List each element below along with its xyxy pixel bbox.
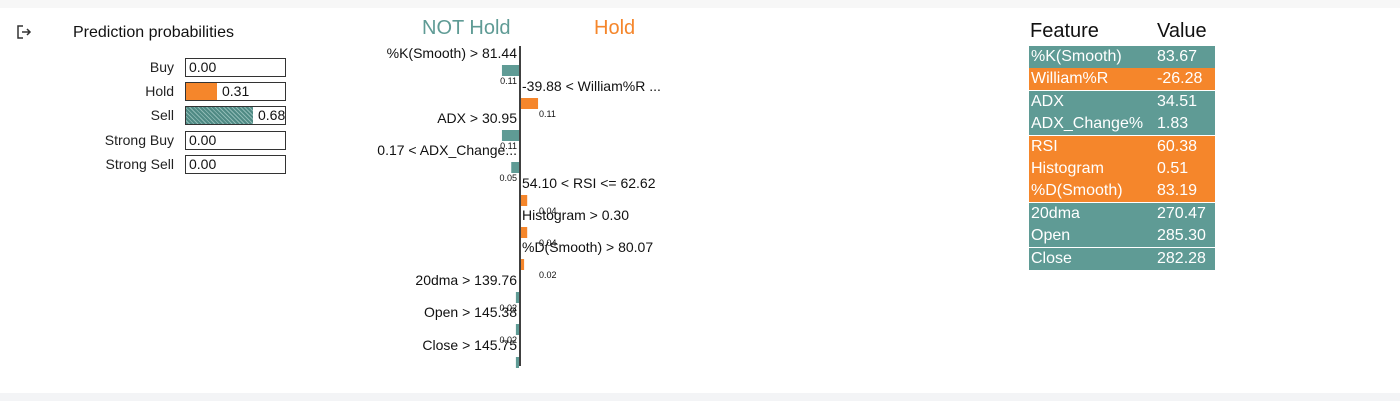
feature-row: Close 282.28 [1029,247,1215,270]
explanation-bar-label: -39.88 < William%R ... [522,78,661,94]
explanation-bar-label: Open > 145.38 [424,304,517,320]
explanation-bar [521,98,539,109]
explanation-bar-value: 0.11 [500,141,517,151]
feature-name: %K(Smooth) [1031,48,1122,65]
explanation-bar-label: %K(Smooth) > 81.44 [387,45,518,61]
exit-arrow-icon[interactable] [16,24,32,40]
feature-name: Open [1031,227,1071,245]
explanation-bar [511,162,519,173]
feature-row: 20dma 270.47 [1029,202,1215,225]
feature-row: ADX 34.51 [1029,90,1215,113]
explanation-bar-label: Close > 145.75 [422,337,517,353]
explanation-bar [501,130,519,141]
prob-label-hold: Hold [145,83,174,99]
explanation-bar-value: 0.11 [500,76,517,86]
explanation-bar-label: 20dma > 139.76 [415,272,517,288]
prediction-probabilities-title: Prediction probabilities [73,24,234,41]
explanation-bar-value: 0.02 [539,270,557,280]
explanation-bar-value: 0.02 [499,335,517,345]
explanation-chart: NOT Hold Hold %K(Smooth) > 81.44 0.11 -39.88… [377,17,661,368]
explanation-bar [521,227,528,238]
class-label-not-hold: NOT Hold [422,17,511,39]
explanation-bar [521,195,528,206]
feature-value: 0.51 [1157,160,1189,177]
feature-name: Close [1031,249,1072,267]
prob-box-strong-sell [185,155,286,174]
feature-value: 83.67 [1157,48,1198,65]
feature-value: 83.19 [1157,182,1198,200]
explanation-bar-label: Histogram > 0.30 [522,207,629,223]
feature-value: -26.28 [1157,70,1203,88]
feature-name: ADX [1031,92,1064,110]
feature-name: Histogram [1031,160,1104,177]
feature-value: 285.30 [1157,227,1206,245]
feature-name: William%R [1031,70,1109,88]
explanation-bar-value: 0.02 [499,303,517,313]
explanation-bar-value: 0.04 [539,238,557,248]
explanation-bar-label: %D(Smooth) > 80.07 [522,239,653,255]
feature-column-header: Feature [1030,20,1099,42]
prob-box-buy [185,58,286,77]
prob-bar-hold [186,83,217,100]
explanation-bar [515,357,519,368]
feature-value: 1.83 [1157,115,1189,133]
prob-value-sell: 0.68 [258,107,286,123]
feature-row: ADX_Change% 1.83 [1029,113,1215,136]
feature-name: RSI [1031,137,1058,155]
prob-box-hold [185,82,286,101]
feature-name: 20dma [1031,204,1080,222]
prob-value-strong-buy: 0.00 [189,132,217,148]
feature-value: 282.28 [1157,249,1206,267]
prob-box-strong-buy [185,131,286,150]
prob-label-sell: Sell [150,107,174,123]
prob-box-sell [185,106,286,125]
feature-value: 270.47 [1157,204,1206,222]
feature-row: William%R -26.28 [1029,68,1215,91]
feature-name: ADX_Change% [1031,115,1144,133]
prob-value-strong-sell: 0.00 [189,156,217,172]
feature-row: %K(Smooth) 83.67 [1029,46,1215,68]
prob-label-buy: Buy [149,59,174,75]
top-border [0,0,1400,8]
explanation-bar-label: 54.10 < RSI <= 62.62 [522,175,656,191]
prob-bar-sell [186,107,254,124]
class-label-hold: Hold [594,17,635,39]
explanation-bar [501,65,519,76]
explanation-bar [521,259,525,270]
bottom-strip [0,393,1400,401]
prob-label-strong-buy: Strong Buy [104,132,174,148]
feature-name: %D(Smooth) [1031,182,1123,200]
explanation-bar [515,324,519,335]
prob-value-hold: 0.31 [222,83,250,99]
explanation-bar [515,292,519,303]
feature-value: 60.38 [1157,137,1198,155]
prob-label-strong-sell: Strong Sell [105,156,174,172]
feature-value: 34.51 [1157,92,1198,110]
feature-row: RSI 60.38 [1029,135,1215,158]
value-column-header: Value [1157,20,1207,42]
feature-row: Open 285.30 [1029,225,1215,248]
feature-row: Histogram 0.51 [1029,158,1215,180]
explanation-bar-label: 0.17 < ADX_Change... [377,142,517,158]
explanation-bar-value: 0.11 [539,109,556,119]
explanation-bar-value: 0.05 [499,173,517,183]
prob-value-buy: 0.00 [189,59,217,75]
explanation-bar-label: ADX > 30.95 [437,110,517,126]
explanation-bar-value: 0.04 [539,206,557,216]
feature-row: %D(Smooth) 83.19 [1029,180,1215,203]
